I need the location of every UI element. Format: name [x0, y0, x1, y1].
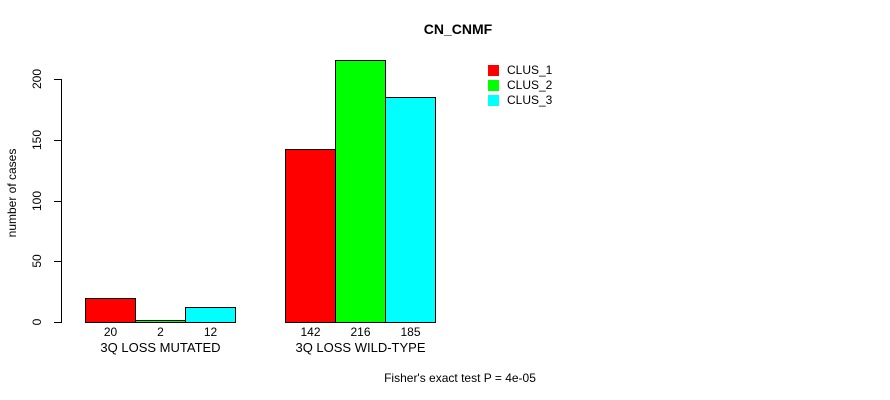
legend-label: CLUS_2: [507, 78, 553, 92]
x-category-label: 3Q LOSS MUTATED: [100, 340, 221, 355]
legend-label: CLUS_3: [507, 93, 553, 107]
y-axis-tick: [54, 79, 61, 80]
legend: CLUS_1 CLUS_2 CLUS_3: [488, 63, 552, 108]
bar-value-label: 12: [203, 325, 218, 339]
y-axis-tick: [54, 261, 61, 262]
bar-clus_2-group1: [135, 320, 186, 323]
x-category-label: 3Q LOSS WILD-TYPE: [295, 340, 426, 355]
legend-swatch-icon: [488, 65, 499, 76]
chart-title: CN_CNMF: [423, 21, 493, 37]
legend-swatch-icon: [488, 95, 499, 106]
legend-swatch-icon: [488, 80, 499, 91]
legend-item-clus_1: CLUS_1: [488, 63, 552, 78]
bar-clus_3-group2: [385, 97, 436, 323]
bar-clus_1-group1: [85, 298, 136, 323]
bar-value-label: 216: [350, 325, 371, 339]
bar-clus_2-group2: [335, 60, 386, 323]
y-tick-label: 150: [30, 129, 44, 151]
stat-annotation: Fisher's exact test P = 4e-05: [384, 371, 536, 385]
bar-clus_3-group1: [185, 307, 236, 323]
bar-value-label: 20: [103, 325, 118, 339]
y-tick-label: 50: [30, 254, 44, 268]
y-axis-label: number of cases: [5, 148, 19, 238]
y-axis-tick: [54, 201, 61, 202]
bar-clus_1-group2: [285, 149, 336, 323]
y-axis-line: [61, 79, 62, 323]
bar-value-label: 185: [400, 325, 421, 339]
legend-item-clus_3: CLUS_3: [488, 93, 552, 108]
bar-value-label: 2: [157, 325, 164, 339]
y-tick-label: 200: [30, 68, 44, 90]
legend-item-clus_2: CLUS_2: [488, 78, 552, 93]
legend-label: CLUS_1: [507, 63, 553, 77]
y-axis-tick: [54, 140, 61, 141]
bar-value-label: 142: [300, 325, 321, 339]
y-tick-label: 0: [30, 318, 44, 326]
y-axis-tick: [54, 322, 61, 323]
y-tick-label: 100: [30, 190, 44, 212]
